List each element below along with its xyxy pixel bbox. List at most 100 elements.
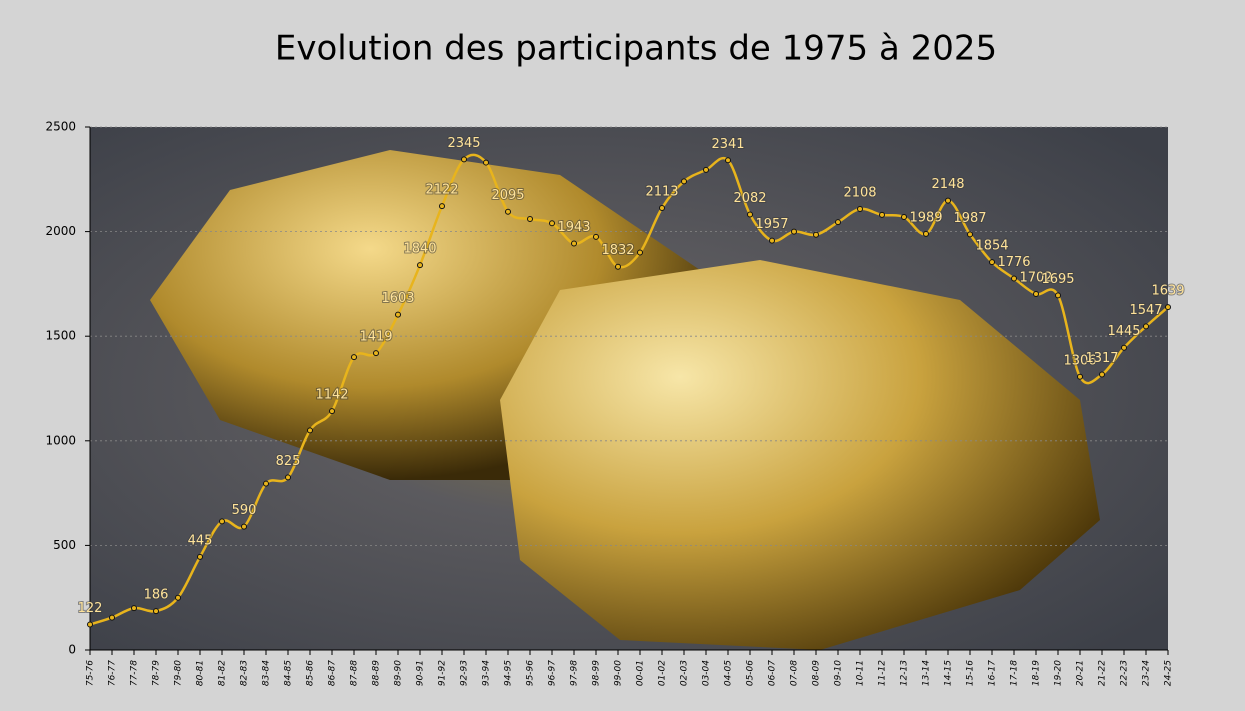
point-marker <box>659 204 665 211</box>
x-tick-label: 08-09 <box>812 660 822 686</box>
data-label: 1142 <box>315 388 348 403</box>
x-tick-label: 78-79 <box>152 660 162 686</box>
x-tick-label: 14-15 <box>944 660 954 686</box>
point-marker <box>967 231 973 238</box>
point-marker <box>1055 292 1061 299</box>
data-label: 1832 <box>601 243 634 258</box>
x-tick-label: 02-03 <box>680 660 690 686</box>
point-marker <box>395 311 401 318</box>
x-tick-label: 22-23 <box>1120 660 1130 686</box>
x-tick-label: 16-17 <box>988 660 998 686</box>
point-marker <box>241 523 247 530</box>
point-marker <box>681 178 687 185</box>
data-label: 1317 <box>1085 351 1118 366</box>
point-marker <box>1121 344 1127 351</box>
data-label: 1776 <box>997 255 1030 270</box>
point-marker <box>769 237 775 244</box>
point-marker <box>329 408 335 415</box>
point-marker <box>813 231 819 238</box>
point-marker <box>219 518 225 525</box>
x-tick-label: 90-91 <box>416 660 426 686</box>
y-tick-label: 0 <box>68 643 76 657</box>
x-tick-label: 93-94 <box>482 660 492 686</box>
x-tick-label: 83-84 <box>262 660 272 686</box>
data-label: 2341 <box>711 137 744 152</box>
x-tick-label: 75-76 <box>86 660 96 686</box>
x-tick-label: 88-89 <box>372 660 382 686</box>
point-marker <box>505 208 511 215</box>
x-tick-label: 99-00 <box>614 660 624 686</box>
chart-title: Evolution des participants de 1975 à 202… <box>275 29 997 69</box>
point-marker <box>945 197 951 204</box>
point-marker <box>109 614 115 621</box>
y-tick-label: 1000 <box>45 433 76 447</box>
point-marker <box>571 240 577 247</box>
data-label: 2095 <box>491 188 524 203</box>
data-label: 2148 <box>931 177 964 192</box>
point-marker <box>615 263 621 270</box>
x-tick-label: 89-90 <box>394 660 404 686</box>
point-marker <box>1143 323 1149 330</box>
x-tick-label: 95-96 <box>526 660 536 686</box>
data-label: 186 <box>144 588 169 603</box>
x-tick-label: 92-93 <box>460 660 470 686</box>
point-marker <box>791 228 797 235</box>
point-marker <box>901 213 907 220</box>
data-label: 1445 <box>1107 324 1140 339</box>
y-tick-label: 500 <box>53 538 76 552</box>
x-tick-label: 17-18 <box>1010 660 1020 686</box>
data-label: 825 <box>276 454 301 469</box>
x-tick-label: 13-14 <box>922 660 932 686</box>
x-tick-label: 77-78 <box>130 660 140 686</box>
point-marker <box>417 262 423 269</box>
x-tick-label: 01-02 <box>658 660 668 686</box>
point-marker <box>1011 275 1017 282</box>
data-label: 1987 <box>953 211 986 226</box>
point-marker <box>879 211 885 218</box>
point-marker <box>989 259 995 266</box>
point-marker <box>153 608 159 615</box>
point-marker <box>549 220 555 227</box>
data-label: 2122 <box>425 183 458 198</box>
x-tick-label: 79-80 <box>174 660 184 686</box>
x-tick-label: 07-08 <box>790 660 800 686</box>
point-marker <box>1077 373 1083 380</box>
x-tick-label: 85-86 <box>306 660 316 686</box>
point-marker <box>307 427 313 434</box>
data-label: 590 <box>232 503 257 518</box>
x-tick-label: 21-22 <box>1098 660 1108 686</box>
point-marker <box>439 203 445 210</box>
point-marker <box>263 480 269 487</box>
data-label: 1695 <box>1041 272 1074 287</box>
x-tick-label: 76-77 <box>108 660 118 686</box>
data-label: 1603 <box>381 291 414 306</box>
x-tick-label: 18-19 <box>1032 660 1042 686</box>
point-marker <box>1099 371 1105 378</box>
point-marker <box>857 206 863 213</box>
point-marker <box>285 474 291 481</box>
x-tick-label: 03-04 <box>702 660 712 686</box>
x-tick-label: 04-05 <box>724 660 734 686</box>
x-tick-label: 24-25 <box>1164 660 1174 686</box>
data-label: 2113 <box>645 184 678 199</box>
x-tick-label: 96-97 <box>548 660 558 686</box>
data-label: 122 <box>78 601 103 616</box>
x-tick-label: 11-12 <box>878 660 888 686</box>
x-tick-label: 97-98 <box>570 660 580 686</box>
x-tick-label: 19-20 <box>1054 660 1064 686</box>
point-marker <box>835 219 841 226</box>
x-tick-label: 80-81 <box>196 660 206 686</box>
x-tick-label: 20-21 <box>1076 660 1086 686</box>
x-tick-label: 09-10 <box>834 660 844 686</box>
data-label: 1306 <box>1063 353 1096 368</box>
point-marker <box>527 216 533 223</box>
data-label: 1957 <box>755 217 788 232</box>
point-marker <box>725 157 731 164</box>
x-tick-label: 91-92 <box>438 660 448 686</box>
data-label: 1639 <box>1151 284 1184 299</box>
data-label: 1943 <box>557 220 590 235</box>
coin-right <box>500 260 1100 650</box>
point-marker <box>373 350 379 357</box>
x-tick-label: 06-07 <box>768 660 778 686</box>
